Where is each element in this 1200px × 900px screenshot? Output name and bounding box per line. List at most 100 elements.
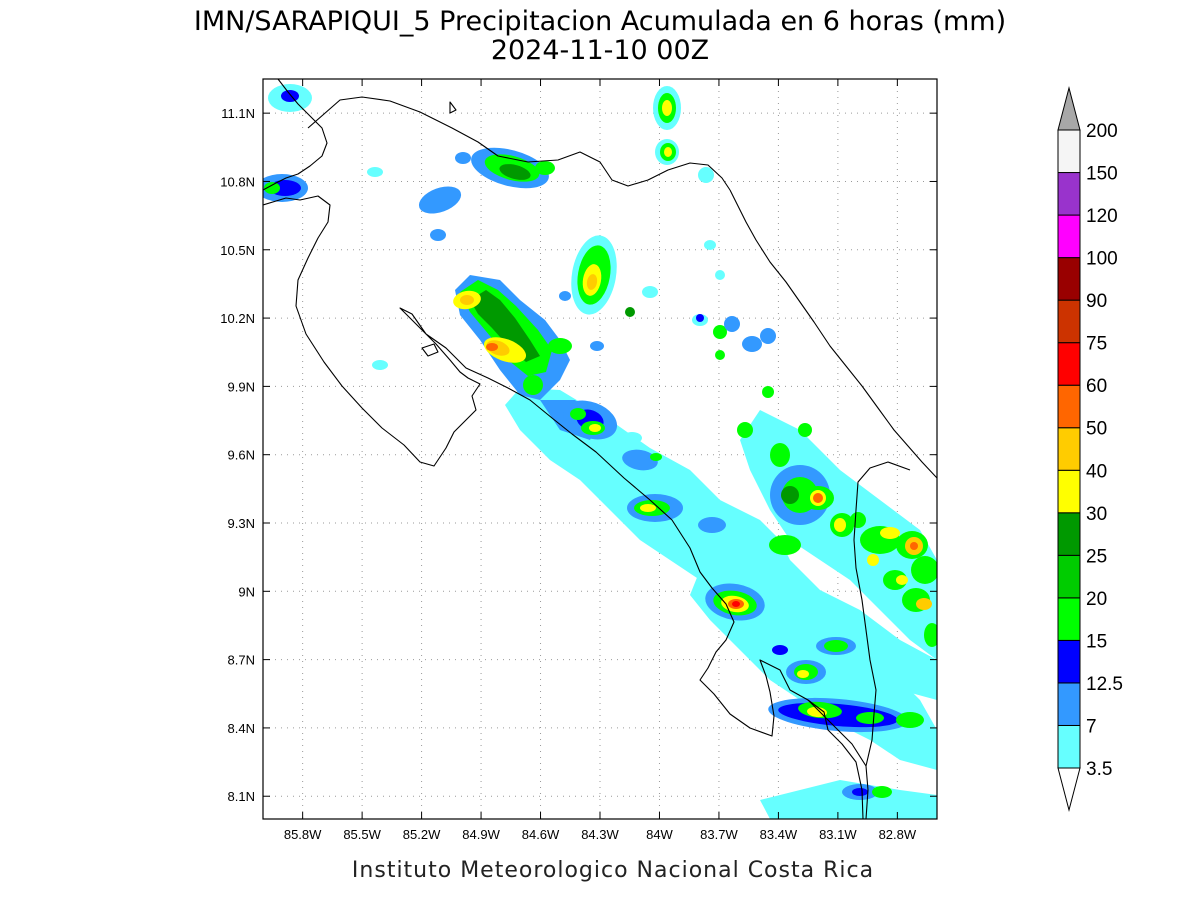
colorbar-label: 100 bbox=[1086, 249, 1118, 270]
lon-tick-label: 84.9W bbox=[462, 827, 500, 842]
colorbar-top-arrow bbox=[1057, 86, 1081, 131]
rain-cell bbox=[713, 325, 727, 339]
rain-cell bbox=[698, 167, 714, 183]
colorbar-label: 12.5 bbox=[1086, 674, 1123, 695]
axis-ticks: 85.8W 85.5W 85.2W 84.9W 84.6W 84.3W 84W 83.7W 83… bbox=[220, 79, 937, 842]
lon-tick-label: 84.3W bbox=[581, 827, 619, 842]
lat-tick-label: 9.9N bbox=[228, 379, 255, 394]
colorbar-label: 120 bbox=[1086, 206, 1118, 227]
rain-cell bbox=[625, 307, 635, 317]
lat-tick-label: 9.6N bbox=[228, 448, 255, 463]
rain-cell bbox=[570, 408, 586, 420]
rain-cell bbox=[372, 360, 388, 370]
rain-cell bbox=[715, 350, 725, 360]
colorbar-label: 150 bbox=[1086, 164, 1118, 185]
rain-cell bbox=[698, 517, 726, 533]
nicaragua-pacific-coast bbox=[263, 79, 328, 191]
rain-cell bbox=[696, 314, 704, 322]
rain-cell bbox=[880, 527, 900, 539]
lat-tick-label: 11.1N bbox=[221, 106, 255, 121]
rain-cell bbox=[883, 570, 907, 590]
rain-cell bbox=[650, 453, 662, 461]
lat-tick-label: 9.3N bbox=[228, 516, 255, 531]
rain-cell bbox=[662, 100, 672, 116]
nicaragua-costa-rica-border bbox=[307, 96, 731, 191]
rain-cell bbox=[770, 443, 790, 467]
rain-cell bbox=[742, 336, 762, 352]
rain-cell bbox=[523, 375, 543, 395]
rain-cell-central-north-inner bbox=[470, 290, 540, 362]
island-marker bbox=[449, 101, 457, 114]
map-title: IMN/SARAPIQUI_5 Precipitacion Acumulada … bbox=[194, 6, 1006, 37]
precipitation-colorbar: 3.5 7 12.5 15 20 25 30 40 50 60 75 90 100 120 150 200 bbox=[1057, 86, 1123, 812]
colorbar-box bbox=[1057, 214, 1081, 259]
lat-tick-label: 10.2N bbox=[220, 311, 255, 326]
rain-cell bbox=[548, 338, 572, 354]
lat-tick-label: 9N bbox=[238, 584, 255, 599]
punta-burica-coast bbox=[807, 699, 867, 767]
colorbar-labels: 3.5 7 12.5 15 20 25 30 40 50 60 75 90 100 120 150 200 bbox=[1086, 121, 1123, 780]
rain-cell bbox=[460, 295, 474, 305]
rain-cell bbox=[732, 601, 740, 607]
colorbar-label: 60 bbox=[1086, 376, 1107, 397]
rain-band-southern-edge bbox=[760, 780, 937, 819]
map-panel: 85.8W 85.5W 85.2W 84.9W 84.6W 84.3W 84W 83.7W 83… bbox=[220, 78, 938, 842]
rain-cell bbox=[589, 424, 601, 432]
colorbar-box bbox=[1057, 682, 1081, 726]
rain-cell bbox=[737, 422, 753, 438]
colorbar-label: 30 bbox=[1086, 504, 1107, 525]
rain-cell bbox=[455, 152, 471, 164]
colorbar-label: 7 bbox=[1086, 716, 1097, 737]
colorbar-boxes bbox=[1057, 129, 1081, 769]
rain-cell bbox=[924, 623, 937, 647]
rain-cell bbox=[704, 240, 716, 250]
rain-cell bbox=[642, 286, 658, 298]
rain-cell bbox=[559, 291, 571, 301]
colorbar-label: 25 bbox=[1086, 546, 1107, 567]
rain-cell bbox=[834, 518, 846, 532]
rain-cell bbox=[813, 493, 823, 503]
colorbar-box bbox=[1057, 512, 1081, 556]
rain-cell bbox=[896, 712, 924, 728]
rain-cell bbox=[850, 512, 866, 528]
rain-cell bbox=[772, 645, 788, 655]
rain-cell bbox=[856, 712, 884, 724]
lat-tick-label: 8.7N bbox=[228, 653, 255, 668]
rain-cell bbox=[367, 167, 383, 177]
colorbar-box bbox=[1057, 257, 1081, 301]
coastlines-and-borders bbox=[263, 79, 937, 819]
rain-cell bbox=[281, 90, 299, 102]
lon-tick-label: 83.1W bbox=[819, 827, 857, 842]
colorbar-label: 15 bbox=[1086, 631, 1107, 652]
rain-cell bbox=[535, 161, 555, 175]
colorbar-box bbox=[1057, 129, 1081, 174]
rain-cell bbox=[760, 328, 776, 344]
rain-cell bbox=[916, 598, 932, 610]
lon-tick-label: 85.2W bbox=[403, 827, 441, 842]
rain-cell bbox=[769, 535, 801, 555]
colorbar-box bbox=[1057, 427, 1081, 471]
rain-cell bbox=[499, 164, 531, 180]
lon-tick-label: 82.8W bbox=[879, 827, 917, 842]
lat-tick-label: 8.4N bbox=[228, 721, 255, 736]
colorbar-box bbox=[1057, 384, 1081, 429]
rain-cell bbox=[797, 670, 809, 678]
rain-cell bbox=[852, 788, 868, 796]
lon-tick-label: 84W bbox=[646, 827, 673, 842]
caribbean-coast bbox=[729, 189, 937, 479]
rain-cell bbox=[762, 386, 774, 398]
colorbar-box bbox=[1057, 342, 1081, 386]
lon-tick-label: 84.6W bbox=[522, 827, 560, 842]
rain-cell bbox=[910, 542, 918, 550]
lat-tick-label: 8.1N bbox=[228, 789, 255, 804]
rain-cell bbox=[430, 229, 446, 241]
rain-cell bbox=[896, 575, 908, 585]
lon-tick-label: 85.8W bbox=[284, 827, 322, 842]
rain-cell bbox=[867, 554, 879, 566]
colorbar-box bbox=[1057, 639, 1081, 684]
rain-cell bbox=[264, 182, 280, 194]
rain-cell bbox=[640, 504, 656, 512]
colorbar-label: 50 bbox=[1086, 419, 1107, 440]
colorbar-label: 90 bbox=[1086, 291, 1107, 312]
